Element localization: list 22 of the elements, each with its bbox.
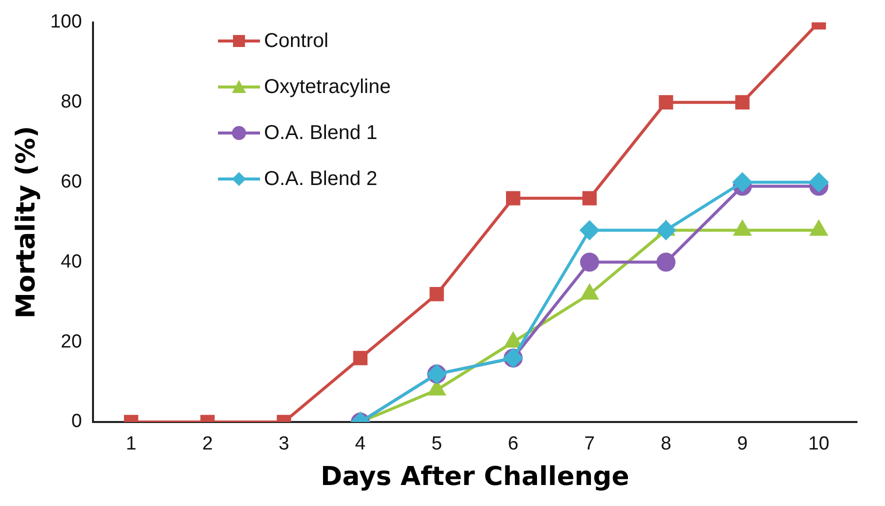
legend-label: O.A. Blend 1: [264, 122, 378, 144]
x-tick-label: 5: [431, 434, 442, 455]
y-axis-title: Mortality (%): [11, 126, 42, 319]
y-tick-label: 60: [60, 171, 82, 192]
y-tick-label: 80: [60, 92, 82, 113]
x-tick-label: 2: [202, 434, 213, 455]
x-tick-label: 1: [126, 434, 136, 455]
x-tick-label: 6: [508, 434, 518, 455]
x-tick-label: 3: [278, 434, 290, 455]
x-tick-label: 7: [584, 434, 595, 455]
legend-label: Oxytetracyline: [264, 76, 391, 98]
y-tick-label: 20: [60, 331, 82, 352]
x-tick-label: 10: [808, 434, 830, 455]
y-tick-label: 0: [71, 411, 82, 432]
legend-label: Control: [264, 30, 328, 52]
x-tick-label: 9: [737, 434, 748, 455]
y-tick-label: 100: [50, 12, 82, 33]
x-axis-title: Days After Challenge: [320, 462, 630, 492]
x-tick-label: 4: [355, 434, 366, 455]
x-tick-label: 8: [660, 434, 672, 455]
y-tick-label: 40: [60, 251, 82, 272]
legend-label: O.A. Blend 2: [264, 168, 378, 190]
